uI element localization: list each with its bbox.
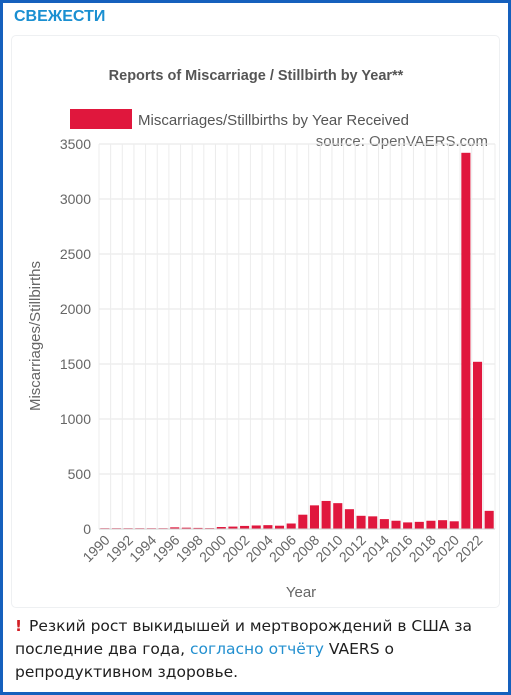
vaers-report-link[interactable]: согласно отчёту — [189, 640, 324, 658]
bar-2008 — [309, 505, 320, 529]
legend-swatch — [70, 109, 132, 129]
bar-2020 — [449, 521, 459, 529]
x-tick-label: 2022 — [452, 532, 485, 565]
y-tick-label: 3500 — [60, 136, 91, 152]
y-tick-label: 1500 — [60, 356, 91, 372]
bar-2010 — [333, 503, 343, 529]
bar-2018 — [426, 520, 436, 529]
legend-label: Miscarriages/Stillbirths by Year Receive… — [138, 112, 409, 129]
bar-1997 — [181, 527, 191, 529]
bar-2009 — [321, 500, 331, 529]
y-tick-label: 0 — [83, 521, 91, 537]
chart-image: Reports of Miscarriage / Stillbirth by Y… — [12, 36, 499, 607]
bar-2012 — [356, 515, 366, 529]
bar-2017 — [414, 521, 424, 529]
bar-2006 — [286, 523, 296, 529]
bar-2023 — [484, 510, 494, 529]
x-axis-label: Year — [286, 584, 316, 601]
y-tick-label: 1000 — [60, 411, 91, 427]
y-axis-label: Miscarriages/Stillbirths — [27, 261, 44, 411]
bar-2004 — [263, 525, 273, 529]
bar-chart: Reports of Miscarriage / Stillbirth by Y… — [27, 68, 496, 601]
caption-text-before: Резкий рост выкидышей и мертворождений в… — [15, 617, 473, 658]
bar-2005 — [274, 525, 285, 529]
bar-2011 — [344, 509, 354, 529]
bar-2019 — [438, 520, 448, 529]
channel-title[interactable]: СВЕЖЕСТИ — [14, 8, 106, 25]
y-tick-label: 500 — [68, 466, 92, 482]
bar-2003 — [251, 525, 261, 529]
bar-1996 — [170, 527, 180, 529]
bar-2007 — [298, 514, 308, 529]
y-tick-label: 2500 — [60, 246, 91, 262]
chart-title: Reports of Miscarriage / Stillbirth by Y… — [109, 68, 404, 84]
bar-2000 — [216, 527, 226, 529]
bar-2014 — [379, 519, 389, 529]
bar-1998 — [193, 527, 203, 529]
source-label: source: OpenVAERS.com — [316, 133, 488, 150]
bar-2016 — [403, 522, 413, 529]
y-tick-label: 2000 — [60, 301, 91, 317]
bar-2015 — [391, 520, 401, 529]
bar-2002 — [240, 525, 250, 529]
bar-2001 — [228, 526, 238, 529]
exclamation-icon: ! — [15, 617, 23, 635]
bar-2022 — [472, 361, 483, 529]
bar-2021 — [461, 152, 471, 530]
y-tick-label: 3000 — [60, 191, 91, 207]
caption-text-after: VAERS о репродуктивном здоровье. — [15, 640, 394, 681]
post-caption: ! Резкий рост выкидышей и мертворождений… — [15, 615, 501, 684]
bar-2013 — [368, 516, 378, 529]
